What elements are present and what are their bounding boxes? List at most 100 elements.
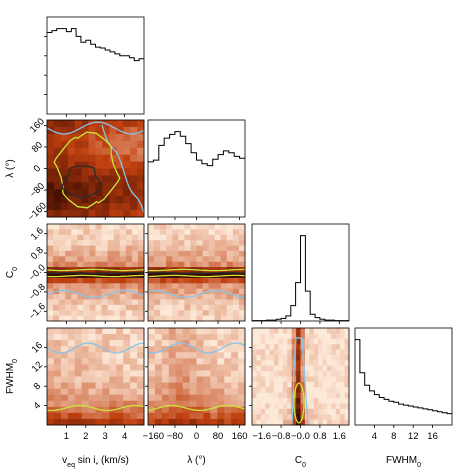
- heatmap-cell: [335, 338, 341, 345]
- heatmap-cell: [102, 388, 110, 396]
- heatmap-cell: [148, 388, 156, 396]
- heatmap-cell: [203, 352, 211, 359]
- heatmap-cell: [83, 288, 90, 295]
- heatmap-cell: [166, 256, 173, 263]
- heatmap-cell: [131, 294, 139, 300]
- contour-mid-fwhm-c0: [293, 382, 305, 424]
- heatmap-cell: [217, 406, 225, 414]
- heatmap-cell: [269, 349, 275, 356]
- heatmap-cell: [282, 376, 288, 383]
- heatmap-cell: [182, 418, 190, 426]
- heatmap-cell: [148, 288, 155, 295]
- heatmap-cell: [331, 419, 337, 426]
- heatmap-cell: [220, 304, 228, 311]
- heatmap-cell: [81, 394, 89, 402]
- heatmap-cell: [189, 394, 197, 402]
- heatmap-cell: [291, 414, 297, 421]
- heatmap-cell: [296, 360, 301, 367]
- heatmap-cell: [208, 240, 216, 246]
- heatmap-cell: [102, 140, 110, 149]
- heatmap-cell: [109, 189, 117, 197]
- heatmap-cell: [335, 403, 341, 410]
- heatmap-cell: [95, 224, 102, 230]
- heatmap-cell: [309, 360, 315, 367]
- heatmap-cell: [95, 210, 103, 218]
- heatmap-cell: [322, 338, 328, 345]
- heatmap-cell: [81, 154, 89, 162]
- heatmap-cell: [81, 328, 89, 335]
- heatmap-cell: [190, 272, 197, 279]
- heatmap-cell: [252, 398, 257, 404]
- heatmap-cell: [47, 210, 55, 218]
- heatmap-cell: [47, 418, 55, 426]
- heatmap-cell: [274, 376, 279, 383]
- heatmap-cell: [116, 161, 124, 169]
- heatmap-cell: [116, 175, 124, 183]
- heatmap-cell: [130, 133, 138, 142]
- heatmap-cell: [287, 365, 293, 372]
- heatmap-cell: [81, 189, 89, 197]
- heatmap-cell: [166, 224, 173, 230]
- heatmap-cell: [53, 418, 62, 426]
- heatmap-cell: [220, 315, 228, 322]
- heatmap-cell: [269, 344, 275, 350]
- y-tick-label-lambda: 160: [28, 116, 47, 135]
- heatmap-cell: [190, 315, 197, 322]
- heatmap-cell: [304, 338, 310, 345]
- heatmap-cell: [95, 328, 103, 335]
- heatmap-cell: [53, 340, 62, 347]
- heatmap-cell: [130, 182, 138, 190]
- heatmap-cell: [265, 392, 271, 399]
- heatmap-cell: [274, 403, 279, 410]
- heatmap-cell: [154, 256, 161, 263]
- heatmap-cell: [131, 283, 139, 290]
- heatmap-cell: [231, 406, 239, 414]
- heatmap-cell: [260, 381, 266, 388]
- heatmap-cell: [172, 310, 179, 317]
- heatmap-cell: [252, 344, 257, 350]
- heatmap-cell: [296, 414, 301, 421]
- heatmap-cell: [172, 288, 179, 295]
- heatmap-cell: [178, 299, 185, 306]
- heatmap-cell: [238, 388, 246, 396]
- heatmap-cell: [137, 196, 145, 204]
- heatmap-cell: [300, 328, 306, 334]
- heatmap-cell: [344, 419, 350, 426]
- heatmap-cell: [81, 364, 89, 371]
- heatmap-cell: [309, 403, 315, 410]
- heatmap-cell: [184, 288, 191, 295]
- heatmap-cell: [196, 352, 204, 359]
- heatmap-cell: [60, 376, 69, 383]
- heatmap-cell: [202, 315, 210, 322]
- heatmap-cell: [130, 189, 138, 197]
- heatmap-cell: [131, 250, 139, 257]
- heatmap-cell: [137, 352, 145, 359]
- heatmap-cell: [322, 387, 328, 394]
- heatmap-cell: [340, 381, 345, 388]
- heatmap-cell: [130, 203, 138, 211]
- heatmap-cell: [88, 400, 96, 408]
- heatmap-cell: [95, 304, 102, 311]
- heatmap-cell: [123, 182, 131, 190]
- heatmap-cell: [88, 418, 96, 426]
- heatmap-cell: [344, 360, 350, 367]
- heatmap-cell: [224, 376, 232, 383]
- heatmap-cell: [109, 182, 117, 190]
- heatmap-cell: [130, 388, 138, 396]
- heatmap-cell: [331, 360, 337, 367]
- heatmap-panel-lambda-FWHM0: [148, 328, 246, 426]
- heatmap-cell: [265, 376, 271, 383]
- heatmap-cell: [101, 261, 109, 268]
- heatmap-cell: [116, 168, 124, 176]
- heatmap-cell: [74, 346, 83, 353]
- heatmap-cell: [65, 229, 72, 236]
- heatmap-cell: [113, 256, 121, 263]
- heatmap-cell: [278, 376, 284, 383]
- heatmap-cell: [109, 340, 117, 347]
- heatmap-cell: [166, 299, 173, 306]
- heatmap-cell: [269, 408, 275, 415]
- heatmap-cell: [203, 412, 211, 420]
- heatmap-cell: [278, 349, 284, 356]
- heatmap-cell: [47, 315, 54, 322]
- heatmap-cell: [53, 240, 60, 246]
